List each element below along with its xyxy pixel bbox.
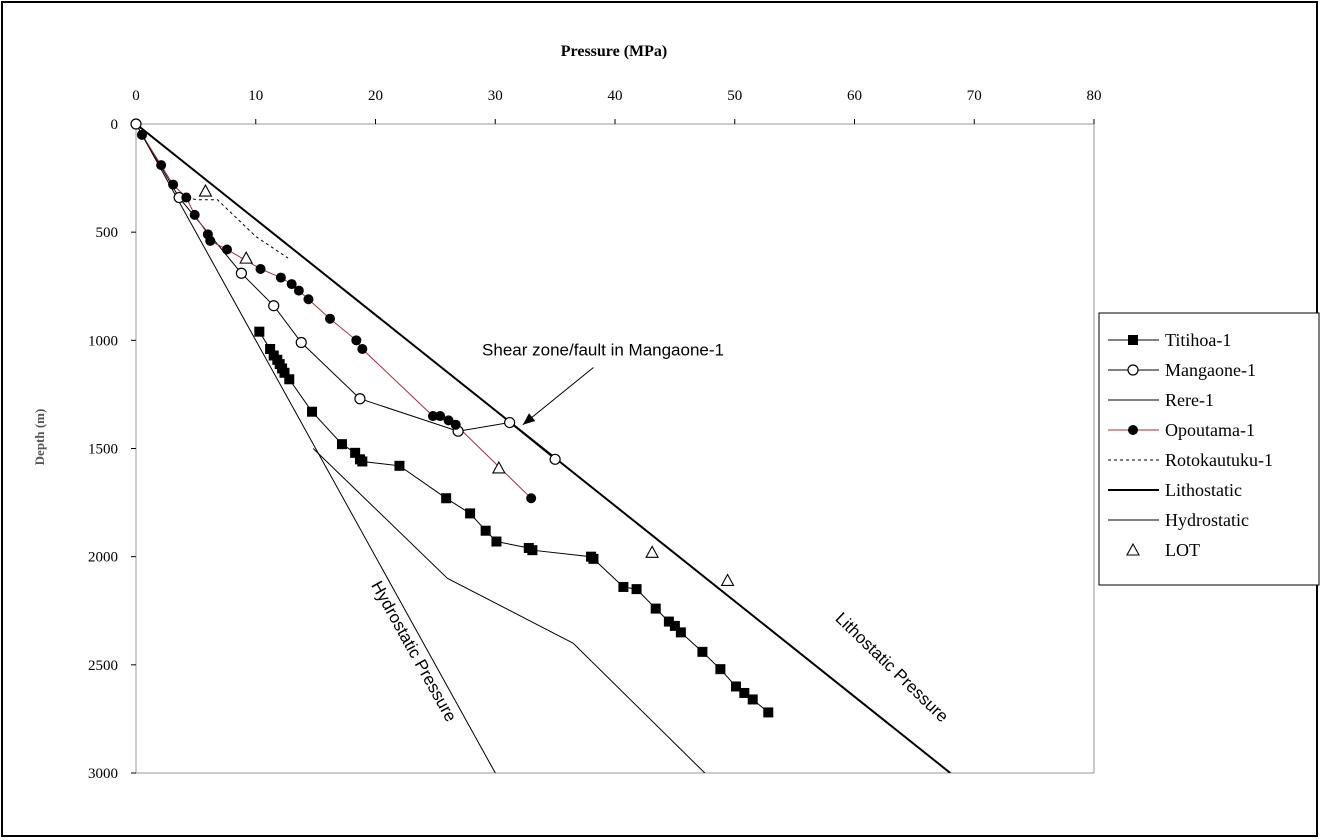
point-lot bbox=[239, 250, 254, 264]
x-tick-label: 70 bbox=[967, 88, 982, 104]
x-tick-label: 40 bbox=[608, 88, 623, 104]
point-titihoa-1 bbox=[763, 707, 774, 718]
point-mangaone-1 bbox=[354, 393, 366, 405]
point-titihoa-1 bbox=[650, 603, 661, 614]
point-titihoa-1 bbox=[747, 694, 758, 705]
point-lot bbox=[720, 573, 735, 587]
legend-marker-opoutama-1 bbox=[1128, 425, 1138, 435]
legend-marker-lot bbox=[1126, 542, 1140, 556]
legend-label-titihoa-1: Titihoa-1 bbox=[1165, 330, 1231, 350]
point-opoutama-1 bbox=[222, 244, 233, 255]
point-mangaone-1 bbox=[268, 300, 280, 312]
y-tick-label: 3000 bbox=[88, 766, 118, 782]
point-titihoa-1 bbox=[336, 439, 347, 450]
point-mangaone-1 bbox=[235, 267, 247, 279]
point-titihoa-1 bbox=[527, 545, 538, 556]
point-opoutama-1 bbox=[205, 235, 216, 246]
point-titihoa-1 bbox=[730, 681, 741, 692]
x-tick-label: 10 bbox=[248, 88, 263, 104]
point-opoutama-1 bbox=[303, 294, 314, 305]
legend-marker-mangaone-1 bbox=[1127, 364, 1139, 376]
point-titihoa-1 bbox=[491, 536, 502, 547]
point-titihoa-1 bbox=[631, 584, 642, 595]
legend-label-hydrostatic: Hydrostatic bbox=[1165, 510, 1249, 530]
point-titihoa-1 bbox=[675, 627, 686, 638]
legend-label-lithostatic: Lithostatic bbox=[1165, 480, 1242, 500]
point-opoutama-1 bbox=[443, 415, 454, 426]
y-axis-title: Depth (m) bbox=[32, 409, 47, 466]
point-mangaone-1 bbox=[295, 336, 307, 349]
point-titihoa-1 bbox=[588, 553, 599, 564]
x-tick-label: 80 bbox=[1087, 88, 1102, 104]
x-tick-label: 0 bbox=[132, 88, 140, 104]
legend-marker-titihoa-1 bbox=[1128, 335, 1138, 345]
y-tick-label: 1500 bbox=[88, 442, 118, 458]
point-titihoa-1 bbox=[279, 367, 290, 378]
x-tick-label: 30 bbox=[488, 88, 503, 104]
y-tick-label: 2500 bbox=[88, 658, 118, 674]
point-mangaone-1 bbox=[130, 118, 142, 130]
point-mangaone-1 bbox=[549, 453, 561, 465]
point-opoutama-1 bbox=[435, 411, 446, 422]
point-mangaone-1 bbox=[504, 416, 516, 429]
point-titihoa-1 bbox=[441, 493, 452, 504]
series-line-lithostatic bbox=[136, 124, 951, 773]
point-opoutama-1 bbox=[181, 192, 192, 203]
series-line-hydrostatic bbox=[136, 124, 496, 773]
point-titihoa-1 bbox=[357, 456, 368, 467]
point-opoutama-1 bbox=[189, 209, 200, 220]
series-line-rere-1 bbox=[312, 448, 706, 773]
point-opoutama-1 bbox=[450, 419, 461, 430]
point-opoutama-1 bbox=[427, 411, 438, 422]
legend-label-mangaone-1: Mangaone-1 bbox=[1165, 360, 1256, 380]
point-titihoa-1 bbox=[284, 374, 295, 385]
x-tick-label: 60 bbox=[847, 88, 862, 104]
y-tick-label: 2000 bbox=[88, 550, 118, 566]
point-titihoa-1 bbox=[307, 406, 318, 417]
point-opoutama-1 bbox=[526, 493, 537, 504]
point-lot bbox=[198, 183, 213, 197]
point-lot bbox=[645, 545, 660, 558]
legend-label-rotokautuku-1: Rotokautuku-1 bbox=[1165, 450, 1273, 470]
plot-area bbox=[135, 123, 1095, 774]
point-titihoa-1 bbox=[480, 525, 491, 536]
point-titihoa-1 bbox=[350, 447, 361, 458]
point-titihoa-1 bbox=[618, 581, 629, 592]
point-opoutama-1 bbox=[286, 279, 297, 290]
annotation-shear-zone: Shear zone/fault in Mangaone-1 bbox=[482, 340, 724, 359]
point-opoutama-1 bbox=[357, 343, 368, 354]
point-opoutama-1 bbox=[351, 335, 362, 346]
point-opoutama-1 bbox=[293, 285, 304, 296]
annotation-arrow-head bbox=[522, 413, 536, 425]
point-titihoa-1 bbox=[669, 620, 680, 631]
point-titihoa-1 bbox=[715, 664, 726, 675]
legend-label-rere-1: Rere-1 bbox=[1165, 390, 1214, 410]
point-opoutama-1 bbox=[275, 272, 286, 283]
point-opoutama-1 bbox=[255, 263, 266, 274]
point-opoutama-1 bbox=[136, 129, 147, 140]
point-titihoa-1 bbox=[254, 326, 265, 337]
point-titihoa-1 bbox=[265, 343, 276, 354]
y-tick-label: 1000 bbox=[88, 333, 118, 349]
point-titihoa-1 bbox=[465, 508, 476, 519]
x-axis-title: Pressure (MPa) bbox=[561, 43, 667, 60]
point-lot bbox=[491, 460, 506, 474]
point-opoutama-1 bbox=[156, 160, 167, 171]
point-opoutama-1 bbox=[324, 313, 335, 324]
legend-box bbox=[1098, 312, 1320, 586]
point-titihoa-1 bbox=[697, 646, 708, 657]
y-tick-label: 0 bbox=[111, 117, 119, 133]
legend-label-lot: LOT bbox=[1165, 540, 1200, 560]
y-tick-label: 500 bbox=[96, 225, 119, 241]
x-tick-label: 50 bbox=[727, 88, 742, 104]
point-opoutama-1 bbox=[168, 179, 179, 190]
annotation-arrow-line bbox=[522, 367, 594, 426]
point-titihoa-1 bbox=[394, 460, 405, 471]
legend-label-opoutama-1: Opoutama-1 bbox=[1165, 420, 1255, 440]
point-titihoa-1 bbox=[663, 616, 674, 627]
x-tick-label: 20 bbox=[368, 88, 383, 104]
point-titihoa-1 bbox=[739, 687, 750, 698]
series-line-rotokautuku-1 bbox=[181, 194, 289, 259]
